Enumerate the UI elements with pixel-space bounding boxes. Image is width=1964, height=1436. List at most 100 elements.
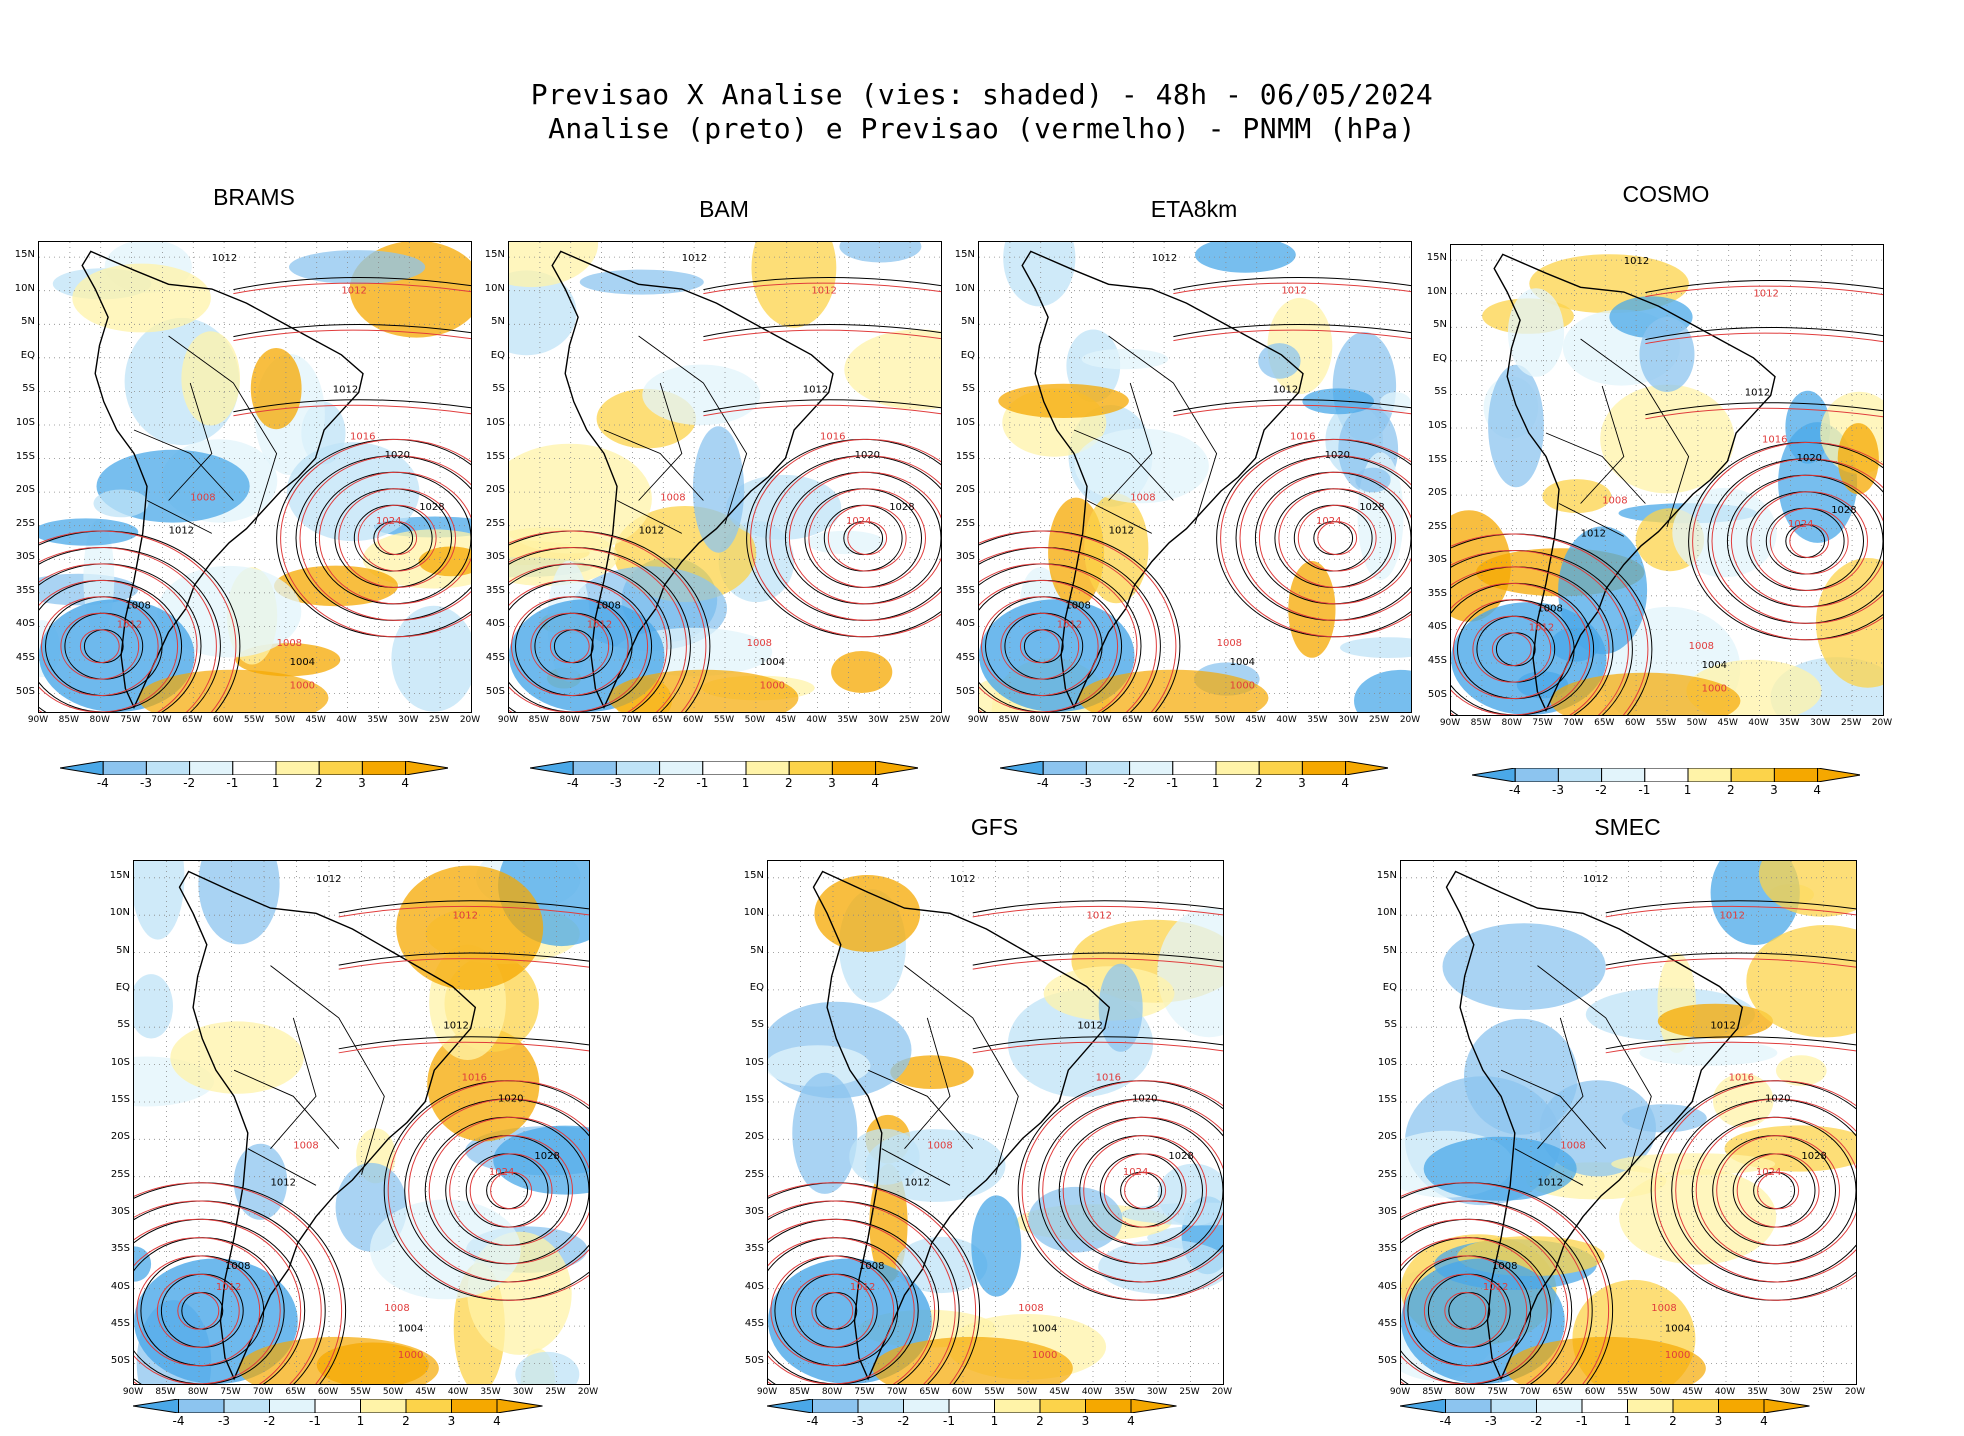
isobar [1021, 1080, 1223, 1301]
isobar [549, 629, 590, 664]
colorbar-segment [745, 761, 790, 775]
isobar [490, 1171, 533, 1210]
isobar [509, 579, 649, 712]
lon-label: 65W [1552, 1387, 1573, 1397]
lat-label: 10S [955, 416, 975, 428]
lon-label: 40W [1714, 1387, 1736, 1397]
colorbar-label: -4 [1508, 783, 1521, 797]
colorbar-label: -3 [218, 1414, 230, 1428]
colorbar-label: 1 [1211, 776, 1220, 790]
colorbar-label: -4 [1036, 776, 1049, 790]
lon-label: 90W [756, 1387, 778, 1397]
colorbar [59, 761, 449, 775]
isobar [511, 596, 629, 697]
lon-label: 25W [545, 1387, 566, 1397]
isobar [1401, 1182, 1610, 1384]
lon-label: 35W [837, 715, 858, 725]
lat-label: 10N [109, 907, 130, 919]
bias-shading [170, 1021, 304, 1094]
colorbar-segment [360, 1399, 407, 1413]
lat-label: 35S [485, 584, 505, 596]
lat-label: 30S [1377, 1206, 1397, 1218]
bias-shading [396, 865, 544, 990]
isobar-label: 1008 [384, 1303, 409, 1314]
colorbar-segment [999, 761, 1044, 775]
isobar [1258, 471, 1411, 605]
isobar [41, 596, 159, 697]
isobar [811, 1292, 854, 1330]
isobar-label: 1008 [1492, 1261, 1517, 1272]
lon-label: 65W [1122, 715, 1143, 725]
colorbar-label: 2 [314, 776, 323, 790]
lat-label: 5S [1384, 1019, 1397, 1031]
lon-label: 70W [252, 1387, 274, 1397]
lon-label: 75W [120, 715, 141, 725]
lat-label: 5N [1433, 319, 1447, 331]
colorbar-label: -2 [653, 776, 666, 790]
lon-label: 45W [1717, 718, 1738, 728]
lat-label: 25S [1377, 1168, 1397, 1180]
lat-label: 15N [484, 249, 505, 261]
lon-label: 20W [929, 715, 951, 725]
isobar [1451, 582, 1591, 715]
colorbar-segment [1400, 1399, 1446, 1413]
isobar-label: 1012 [1583, 874, 1608, 885]
colorbar-segment [529, 761, 574, 775]
bias-shading [1157, 907, 1223, 1038]
isobar-label: 1000 [1702, 684, 1727, 695]
isobar-label: 1008 [747, 638, 772, 649]
lon-label: 65W [182, 715, 203, 725]
isobar-label: 1012 [1152, 253, 1177, 264]
colorbar-label: -4 [172, 1414, 185, 1428]
lon-label: 75W [1487, 1387, 1508, 1397]
colorbar-label: -3 [852, 1414, 864, 1428]
isobar-label: 1012 [1538, 1177, 1563, 1188]
colorbar-label: 3 [1298, 776, 1306, 790]
isobar [1103, 1153, 1187, 1228]
lat-label: 30S [1427, 554, 1447, 566]
isobar-label: 1020 [855, 450, 880, 461]
colorbar-label: 1 [1623, 1414, 1632, 1428]
isobar-label: 1004 [760, 657, 785, 668]
isobar [509, 547, 687, 712]
colorbar-segment [1215, 761, 1260, 775]
colorbar-segment [1816, 768, 1861, 782]
isobar-label: 1008 [225, 1261, 250, 1272]
isobar [509, 563, 668, 712]
colorbar-label: -1 [1638, 783, 1651, 797]
isobar-label: 1012 [1057, 619, 1082, 630]
bias-shading [509, 527, 618, 586]
colorbar-segment [1490, 1399, 1537, 1413]
lat-label: 15S [485, 450, 505, 462]
lat-label: 15N [743, 869, 764, 881]
bias-shading [274, 565, 398, 607]
isobar-label: 1020 [498, 1094, 523, 1105]
isobar-label: 1012 [587, 619, 612, 630]
colorbar-segment [269, 1399, 316, 1413]
isobar [768, 1218, 936, 1384]
colorbar-segment [188, 761, 233, 775]
lon-label: 20W [1871, 718, 1893, 728]
map-area: 1012 1012 1012 1016 1020 1024 1028 1008 1004 1000… [508, 241, 942, 713]
colorbar-segment [178, 1399, 225, 1413]
bias-shading [890, 1055, 974, 1089]
coastline [1445, 870, 1744, 1381]
colorbar-segment [1773, 768, 1818, 782]
isobar [1716, 1135, 1841, 1246]
lon-label: 75W [854, 1387, 875, 1397]
bias-shading [1600, 384, 1735, 494]
colorbar-label: 4 [401, 776, 409, 790]
colorbar-label: -3 [1080, 776, 1092, 790]
lon-label: 70W [886, 1387, 908, 1397]
lat-label: 15N [109, 869, 130, 881]
bias-shading [1028, 1186, 1123, 1253]
colorbar-label: -4 [566, 776, 579, 790]
colorbar-segment [496, 1399, 543, 1413]
lon-label: 75W [220, 1387, 241, 1397]
lat-label: 15N [1426, 252, 1447, 264]
isobar-label: 1004 [398, 1324, 423, 1335]
lat-label: 30S [110, 1206, 130, 1218]
lat-label: 10N [1376, 907, 1397, 919]
lon-label: 80W [1029, 715, 1050, 725]
isobar [1042, 1098, 1223, 1283]
